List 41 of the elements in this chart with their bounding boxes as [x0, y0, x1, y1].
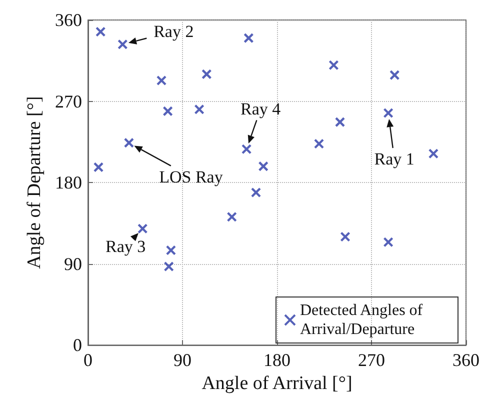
point	[383, 108, 394, 118]
point	[328, 60, 339, 70]
annotation: Ray 3	[106, 237, 146, 256]
x-tick-label: 90	[174, 350, 192, 370]
y-tick-label: 90	[64, 254, 82, 274]
annotation: Ray 1	[374, 150, 414, 169]
y-tick-label: 360	[55, 10, 82, 30]
annotation: Ray 4	[240, 100, 282, 119]
point	[241, 144, 252, 154]
point	[138, 224, 148, 234]
point	[258, 161, 268, 172]
point	[164, 261, 174, 272]
point	[390, 70, 400, 80]
point	[118, 39, 128, 50]
y-axis-title: Angle of Departure [°]	[24, 96, 46, 269]
point	[250, 187, 262, 198]
point	[162, 106, 173, 116]
y-tick-label: 270	[55, 91, 82, 112]
x-axis-title: Angle of Arrival [°]	[202, 373, 352, 394]
point	[166, 245, 176, 256]
point	[334, 116, 346, 128]
y-tick-label: 180	[55, 172, 82, 193]
point	[124, 138, 134, 148]
point	[156, 75, 167, 86]
point	[244, 32, 254, 44]
annotation: Ray 2	[154, 22, 194, 41]
point	[383, 237, 394, 248]
point	[314, 138, 324, 149]
y-tick-label: 0	[73, 335, 82, 356]
point	[96, 26, 106, 37]
annotation: LOS Ray	[159, 167, 224, 186]
point	[428, 148, 439, 159]
x-tick-label: 270	[358, 350, 385, 370]
point	[93, 162, 104, 172]
legend-label: Detected Angles of Arrival/Departure	[300, 302, 427, 338]
point	[202, 69, 212, 80]
x-tick-label: 180	[264, 350, 290, 370]
point	[340, 232, 350, 242]
point	[226, 212, 237, 222]
point	[194, 104, 204, 114]
x-tick-label: 360	[452, 350, 480, 370]
